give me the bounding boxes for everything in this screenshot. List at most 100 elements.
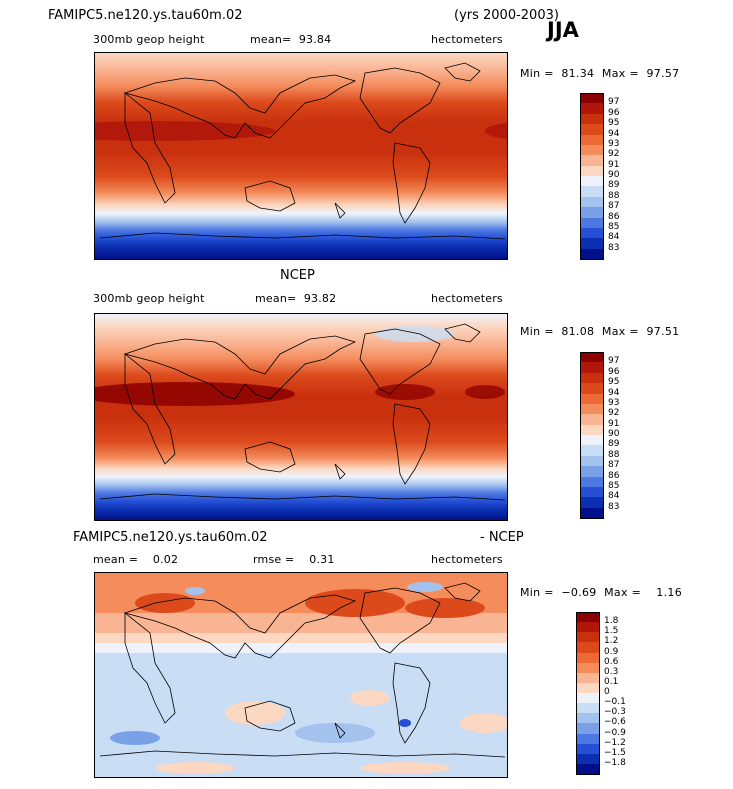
panel1-colorbar-box	[580, 186, 604, 197]
panel1-colorbar-box	[580, 176, 604, 187]
panel2-colorbar-box	[580, 445, 604, 456]
panel2-colorbar-label: 92	[608, 408, 620, 419]
panel2-colorbar-label: 87	[608, 460, 620, 471]
panel1-colorbar-label: 85	[608, 221, 620, 232]
panel3-colorbar-box	[576, 622, 600, 633]
panel3-colorbar-label: 0.3	[604, 666, 619, 677]
years-label: (yrs 2000-2003)	[454, 8, 559, 23]
panel3-colorbar-box	[576, 703, 600, 714]
panel2-min-value: 81.08	[561, 325, 595, 338]
panel1-min-value: 81.34	[561, 67, 595, 80]
panel3-colorbar-box	[576, 723, 600, 734]
panel3-colorbar-box	[576, 733, 600, 744]
panel2-colorbar-label: 89	[608, 439, 620, 450]
panel3-map	[94, 572, 508, 778]
panel2-colorbar-box	[580, 455, 604, 467]
panel3-colorbar-label: −0.3	[604, 707, 626, 718]
panel2-colorbar-box	[580, 435, 604, 446]
panel2-colorbar-label: 86	[608, 470, 620, 481]
panel3-colorbar-label: −1.2	[604, 737, 626, 748]
panel1-colorbar: 97 96 95 94 93 92 91 90 89 88 87 86 85 84 83	[580, 93, 640, 260]
panel2-mean: mean= 93.82	[255, 292, 336, 305]
panel3-colorbar-label: −1.8	[604, 757, 626, 768]
panel3-colorbar-box	[576, 682, 600, 693]
panel1-colorbar-box	[580, 144, 604, 156]
panel1-colorbar-box	[580, 134, 604, 145]
panel1-colorbar-label: 83	[608, 242, 620, 253]
panel2-colorbar-label: 84	[608, 491, 620, 502]
panel2-colorbar-label: 88	[608, 449, 620, 460]
panel3-map-svg	[95, 573, 507, 777]
panel3-rmse-value: 0.31	[309, 553, 335, 566]
panel2-mean-label: mean=	[255, 292, 297, 305]
panel2-colorbar-box	[580, 362, 604, 373]
panel1-min-label: Min =	[520, 67, 554, 80]
panel2-max-label: Max =	[601, 325, 639, 338]
panel1-colorbar-box	[580, 155, 604, 166]
panel2-colorbar-label: 94	[608, 387, 620, 398]
panel1-colorbar-label: 91	[608, 159, 620, 170]
panel2-colorbar-box	[580, 497, 604, 508]
panel2-colorbar-box	[580, 476, 604, 487]
panel3-minmax: Min = −0.69 Max = 1.16	[520, 586, 682, 599]
panel2-min-label: Min =	[520, 325, 554, 338]
panel1-colorbar-label: 90	[608, 170, 620, 180]
panel3-min-label: Min =	[520, 586, 554, 599]
panel1-max-value: 97.57	[646, 67, 680, 80]
panel3-colorbar-box	[576, 652, 600, 663]
panel2-mean-value: 93.82	[303, 292, 337, 305]
panel1-colorbar-box	[580, 124, 604, 135]
panel1-mean-value: 93.84	[298, 33, 332, 46]
panel1-mean: mean= 93.84	[250, 33, 331, 46]
panel3-colorbar-box	[576, 632, 600, 643]
panel1-colorbar-box	[580, 248, 604, 260]
panel2-colorbar-label: 97	[608, 356, 620, 367]
panel1-colorbar-box	[580, 103, 604, 114]
panel2-colorbar-box	[580, 403, 604, 415]
panel3-colorbar-box	[576, 642, 600, 653]
panel2-colorbar-box	[580, 414, 604, 425]
panel2-colorbar-label: 93	[608, 397, 620, 408]
panel1-colorbar-box	[580, 217, 604, 228]
panel1-field-label: 300mb geop height	[93, 33, 205, 46]
panel2-colorbar-label: 90	[608, 429, 620, 439]
panel1-colorbar-label: 92	[608, 149, 620, 160]
panel2-map-svg	[95, 314, 507, 520]
panel1-colorbar-box	[580, 113, 604, 125]
panel3-colorbar-label: −0.6	[604, 717, 626, 728]
panel3-rmse: rmse = 0.31	[253, 553, 335, 566]
panel3-colorbar-label: 0	[604, 687, 610, 697]
panel1-colorbar-box	[580, 238, 604, 249]
panel3-colorbar-box	[576, 662, 600, 673]
panel3-max-label: Max =	[604, 586, 642, 599]
panel1-colorbar-label: 94	[608, 128, 620, 139]
panel1-colorbar-label: 93	[608, 138, 620, 149]
panel3-colorbar: 1.8 1.5 1.2 0.9 0.6 0.3 0.1 0 −0.1 −0.3 −0.6 −0.9 −1…	[576, 612, 646, 775]
panel2-colorbar-box	[580, 372, 604, 384]
panel3-colorbar-label: 0.6	[604, 656, 619, 667]
panel1-minmax: Min = 81.34 Max = 97.57	[520, 67, 679, 80]
panel3-colorbar-label: 1.2	[604, 636, 619, 647]
panel2-colorbar-label: 85	[608, 480, 620, 491]
panel3-colorbar-label: −1.5	[604, 747, 626, 758]
panel3-colorbar-label: 0.9	[604, 646, 619, 657]
panel2-minmax: Min = 81.08 Max = 97.51	[520, 325, 679, 338]
season-label: JJA	[547, 18, 579, 42]
panel3-colorbar-box	[576, 743, 600, 754]
model-title: FAMIPC5.ne120.ys.tau60m.02	[48, 8, 243, 23]
panel2-title: NCEP	[280, 268, 315, 283]
panel2-field-label: 300mb geop height	[93, 292, 205, 305]
panel3-colorbar-box	[576, 612, 600, 624]
panel1-colorbar-box	[580, 165, 604, 176]
panel2-colorbar: 97 96 95 94 93 92 91 90 89 88 87 86 85 84 83	[580, 352, 640, 519]
panel1-colorbar-label: 84	[608, 232, 620, 243]
panel1-colorbar-label: 86	[608, 211, 620, 222]
panel3-mean-value: 0.02	[152, 553, 179, 566]
panel2-units: hectometers	[431, 292, 503, 305]
panel3-colorbar-label: 1.5	[604, 626, 619, 637]
panel3-colorbar-label: −0.9	[604, 727, 626, 738]
panel3-colorbar-box	[576, 672, 600, 683]
panel1-colorbar-box	[580, 227, 604, 239]
panel2-colorbar-label: 95	[608, 377, 620, 388]
panel2-colorbar-box	[580, 383, 604, 394]
